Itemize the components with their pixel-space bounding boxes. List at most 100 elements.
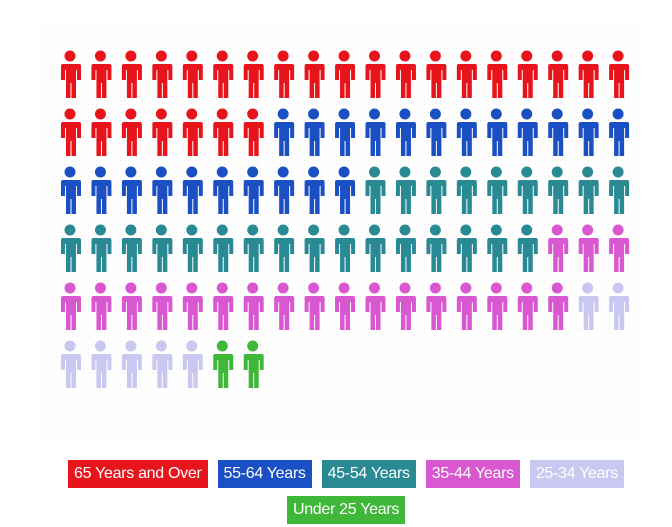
icon-head [247,50,259,62]
icon-body [213,180,234,214]
icon-body [121,180,142,214]
icon-head [125,340,137,352]
icon-head [369,282,380,294]
icon-head [369,50,380,62]
icon-head [155,282,167,294]
person-icon [182,340,203,388]
icon-head [64,282,76,294]
icon-head [521,224,533,236]
icon-body [213,296,234,330]
icon-body [548,180,569,214]
icon-body [182,180,203,214]
legend-item: 65 Years and Over [68,460,208,488]
category-icons [61,282,630,388]
icon-body [61,122,81,156]
person-icon [91,340,112,388]
icon-body [548,296,569,330]
icon-body [61,296,81,330]
person-icon [274,108,295,156]
icon-body [304,180,325,214]
icon-head [521,166,533,178]
person-icon [365,166,386,214]
icon-body [152,296,173,330]
icon-head [277,282,289,294]
icon-head [460,50,472,62]
icon-body [152,64,173,98]
icon-head [490,166,502,178]
icon-head [369,108,380,120]
person-icon [213,282,234,330]
icon-body [91,180,112,214]
icon-body [578,296,599,330]
icon-body [91,64,112,98]
icon-body [182,238,203,272]
icon-body [121,64,142,98]
person-icon [182,282,203,330]
icon-head [551,224,563,236]
person-icon [335,224,356,272]
icon-head [64,340,76,352]
person-icon [609,282,630,330]
person-icon [304,166,325,214]
icon-head [612,108,624,120]
icon-body [395,180,416,214]
icon-body [243,354,264,388]
icon-head [64,108,76,120]
icon-head [64,166,76,178]
category-icons [213,340,264,388]
icon-head [490,282,502,294]
icon-body [243,296,264,330]
icon-body [609,238,630,272]
icon-head [247,108,259,120]
icon-body [609,296,630,330]
icon-head [399,166,411,178]
icon-body [395,64,416,98]
icon-body [335,238,356,272]
icon-head [338,108,350,120]
person-icon [213,50,234,98]
person-icon [548,166,569,214]
icon-head [612,282,624,294]
icon-body [609,122,630,156]
person-icon [426,108,447,156]
icon-head [521,108,533,120]
icon-body [213,238,234,272]
icon-head [521,50,533,62]
icon-body [121,122,142,156]
person-icon [335,50,356,98]
person-icon [578,108,599,156]
icon-head [247,224,259,236]
icon-body [456,296,477,330]
icon-head [338,224,350,236]
person-icon [274,224,295,272]
person-icon [487,224,508,272]
icon-body [213,354,234,388]
icon-body [182,354,203,388]
person-icon [487,50,508,98]
icon-head [94,282,106,294]
person-icon [365,108,386,156]
person-icon [274,282,295,330]
chart [40,20,640,440]
person-icon [456,50,477,98]
icon-body [304,238,325,272]
icon-body [304,64,325,98]
person-icon [182,224,203,272]
icon-head [429,166,441,178]
person-icon [548,224,569,272]
person-icon [517,108,538,156]
icon-body [91,122,112,156]
person-icon [487,108,508,156]
person-icon [91,224,112,272]
icon-head [216,166,228,178]
icon-head [247,166,259,178]
person-icon [335,282,356,330]
icon-head [429,50,441,62]
person-icon [304,282,325,330]
person-icon [213,166,234,214]
person-icon [426,282,447,330]
icon-body [121,296,142,330]
icon-head [155,340,167,352]
person-icon [152,166,173,214]
icon-head [94,340,106,352]
